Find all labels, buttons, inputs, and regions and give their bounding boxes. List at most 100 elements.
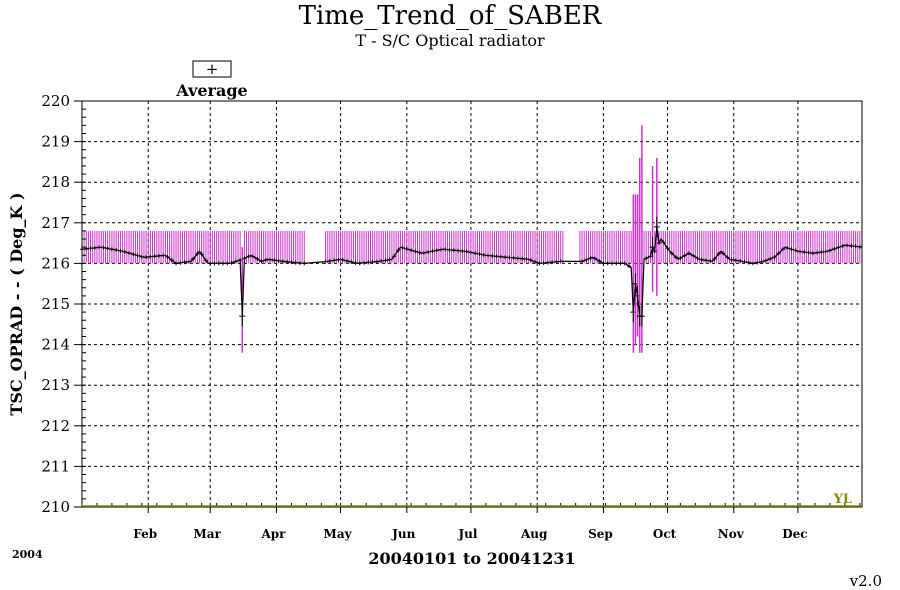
average-marker <box>383 258 388 263</box>
average-marker <box>755 260 760 265</box>
average-marker <box>186 259 191 264</box>
average-marker <box>430 249 435 254</box>
average-marker <box>545 260 550 265</box>
average-marker <box>349 259 354 264</box>
average-marker <box>451 248 456 253</box>
average-marker <box>691 253 696 258</box>
y-tick-label: 211 <box>41 457 70 475</box>
average-marker <box>387 257 392 262</box>
average-marker <box>97 245 102 250</box>
average-marker <box>84 246 89 251</box>
x-axis: Feb Mar Apr May Jun Jul Aug Sep Oct Nov Dec <box>133 507 808 541</box>
average-marker <box>199 252 204 257</box>
average-marker <box>712 256 717 261</box>
average-marker <box>396 248 401 253</box>
average-marker <box>332 258 337 263</box>
average-marker <box>674 255 679 260</box>
x-tick-label: May <box>324 527 353 541</box>
average-marker <box>503 255 508 260</box>
average-marker <box>721 251 726 256</box>
average-marker <box>182 260 187 265</box>
average-marker <box>404 246 409 251</box>
average-marker <box>238 258 243 263</box>
y-tick-label: 219 <box>41 133 70 151</box>
average-marker <box>648 254 653 259</box>
average-marker <box>716 251 721 256</box>
average-marker <box>605 261 610 266</box>
average-marker <box>742 259 747 264</box>
x-tick-label: Jul <box>457 527 477 541</box>
average-marker <box>460 249 465 254</box>
average-marker <box>392 254 396 259</box>
legend: + Average <box>175 60 247 100</box>
chart-title: Time_Trend_of_SABER <box>299 1 603 31</box>
limit-line-label: YL <box>833 492 852 507</box>
average-marker <box>152 254 157 259</box>
average-marker <box>823 249 828 254</box>
y-tick-label: 216 <box>41 254 70 272</box>
year-label: 2004 <box>12 548 43 561</box>
average-marker <box>400 245 405 250</box>
average-marker <box>665 246 670 251</box>
average-marker <box>135 253 140 258</box>
average-marker <box>161 253 166 258</box>
average-marker <box>178 260 183 265</box>
average-marker <box>819 250 824 255</box>
average-marker <box>417 250 422 255</box>
average-marker <box>644 256 649 261</box>
average-marker <box>242 256 247 261</box>
average-marker <box>302 261 307 266</box>
average-marker <box>772 255 777 260</box>
grid <box>82 101 862 507</box>
average-marker <box>558 259 563 264</box>
average-marker <box>798 249 803 254</box>
average-marker <box>447 247 452 252</box>
average-marker <box>409 248 414 253</box>
average-marker <box>165 254 170 259</box>
average-marker <box>357 261 362 266</box>
average-marker <box>374 259 379 264</box>
average-marker <box>490 253 495 258</box>
average-marker <box>439 247 444 252</box>
average-marker <box>92 245 97 250</box>
x-tick-label: Sep <box>588 527 613 541</box>
average-marker <box>370 259 375 264</box>
average-marker <box>708 259 713 264</box>
average-marker <box>682 253 687 258</box>
average-marker <box>661 240 666 245</box>
average-marker <box>656 241 661 246</box>
average-marker <box>857 244 862 249</box>
average-marker <box>323 259 328 264</box>
range-bars <box>81 230 863 264</box>
average-marker <box>733 258 738 263</box>
average-line <box>81 226 863 317</box>
y-axis-label: TSC_OPRAD - - ( Deg_K ) <box>7 192 26 415</box>
average-marker <box>614 261 619 266</box>
average-marker <box>494 254 499 259</box>
average-marker <box>584 257 589 262</box>
average-marker <box>588 256 593 261</box>
legend-symbol: + <box>206 60 219 78</box>
average-marker <box>802 250 807 255</box>
average-marker <box>426 250 431 255</box>
average-marker <box>789 247 794 252</box>
average-marker <box>618 261 623 266</box>
average-marker <box>118 248 123 253</box>
average-marker <box>421 250 426 255</box>
average-marker <box>229 260 234 265</box>
x-tick-label: Oct <box>653 527 677 541</box>
average-marker <box>221 261 226 266</box>
average-marker <box>276 258 281 263</box>
average-marker <box>507 255 512 260</box>
average-marker <box>669 251 674 256</box>
average-marker <box>746 260 751 265</box>
average-marker <box>810 251 815 256</box>
average-marker <box>836 245 841 250</box>
average-marker <box>853 244 858 249</box>
average-marker <box>246 254 251 259</box>
average-marker <box>815 250 820 255</box>
average-marker <box>477 252 482 257</box>
chart-subtitle: T - S/C Optical radiator <box>355 31 545 50</box>
y-tick-label: 215 <box>41 295 70 313</box>
